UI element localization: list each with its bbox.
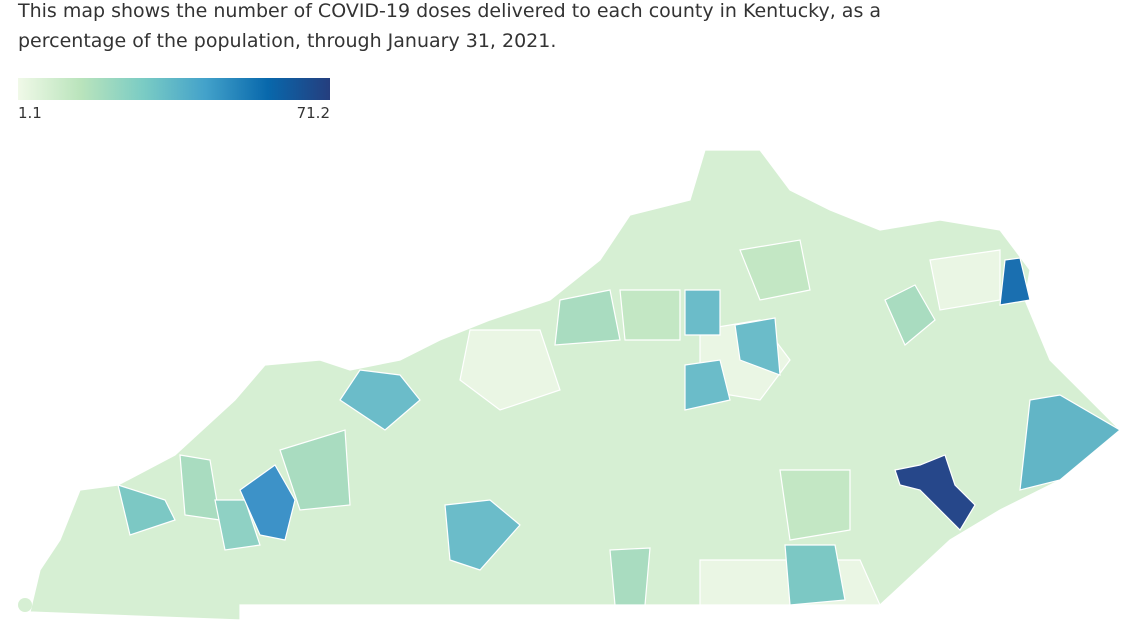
- county: [1019, 394, 1122, 491]
- county: [784, 544, 846, 606]
- county: [999, 257, 1031, 306]
- state-outline: [29, 149, 1121, 621]
- county: [609, 547, 651, 606]
- legend-gradient: [18, 78, 330, 100]
- county: [739, 239, 811, 301]
- county: [339, 369, 421, 431]
- county: [459, 329, 561, 411]
- description: This map shows the number of COVID-19 do…: [18, 0, 882, 22]
- county: [894, 454, 976, 531]
- county: [884, 284, 936, 346]
- legend-max: 71.2: [296, 104, 330, 122]
- county: [117, 484, 176, 536]
- county: [239, 464, 296, 541]
- county: [619, 289, 681, 341]
- county: [929, 249, 1001, 311]
- legend-min: 1.1: [18, 104, 42, 122]
- county: [18, 598, 32, 612]
- county: [684, 359, 731, 411]
- county: [279, 429, 351, 511]
- description: percentage of the population, through Ja…: [18, 30, 557, 52]
- county: [779, 469, 851, 541]
- county: [684, 289, 721, 336]
- county: [444, 499, 521, 571]
- county: [554, 289, 621, 346]
- county: [214, 499, 261, 551]
- county: [734, 317, 781, 376]
